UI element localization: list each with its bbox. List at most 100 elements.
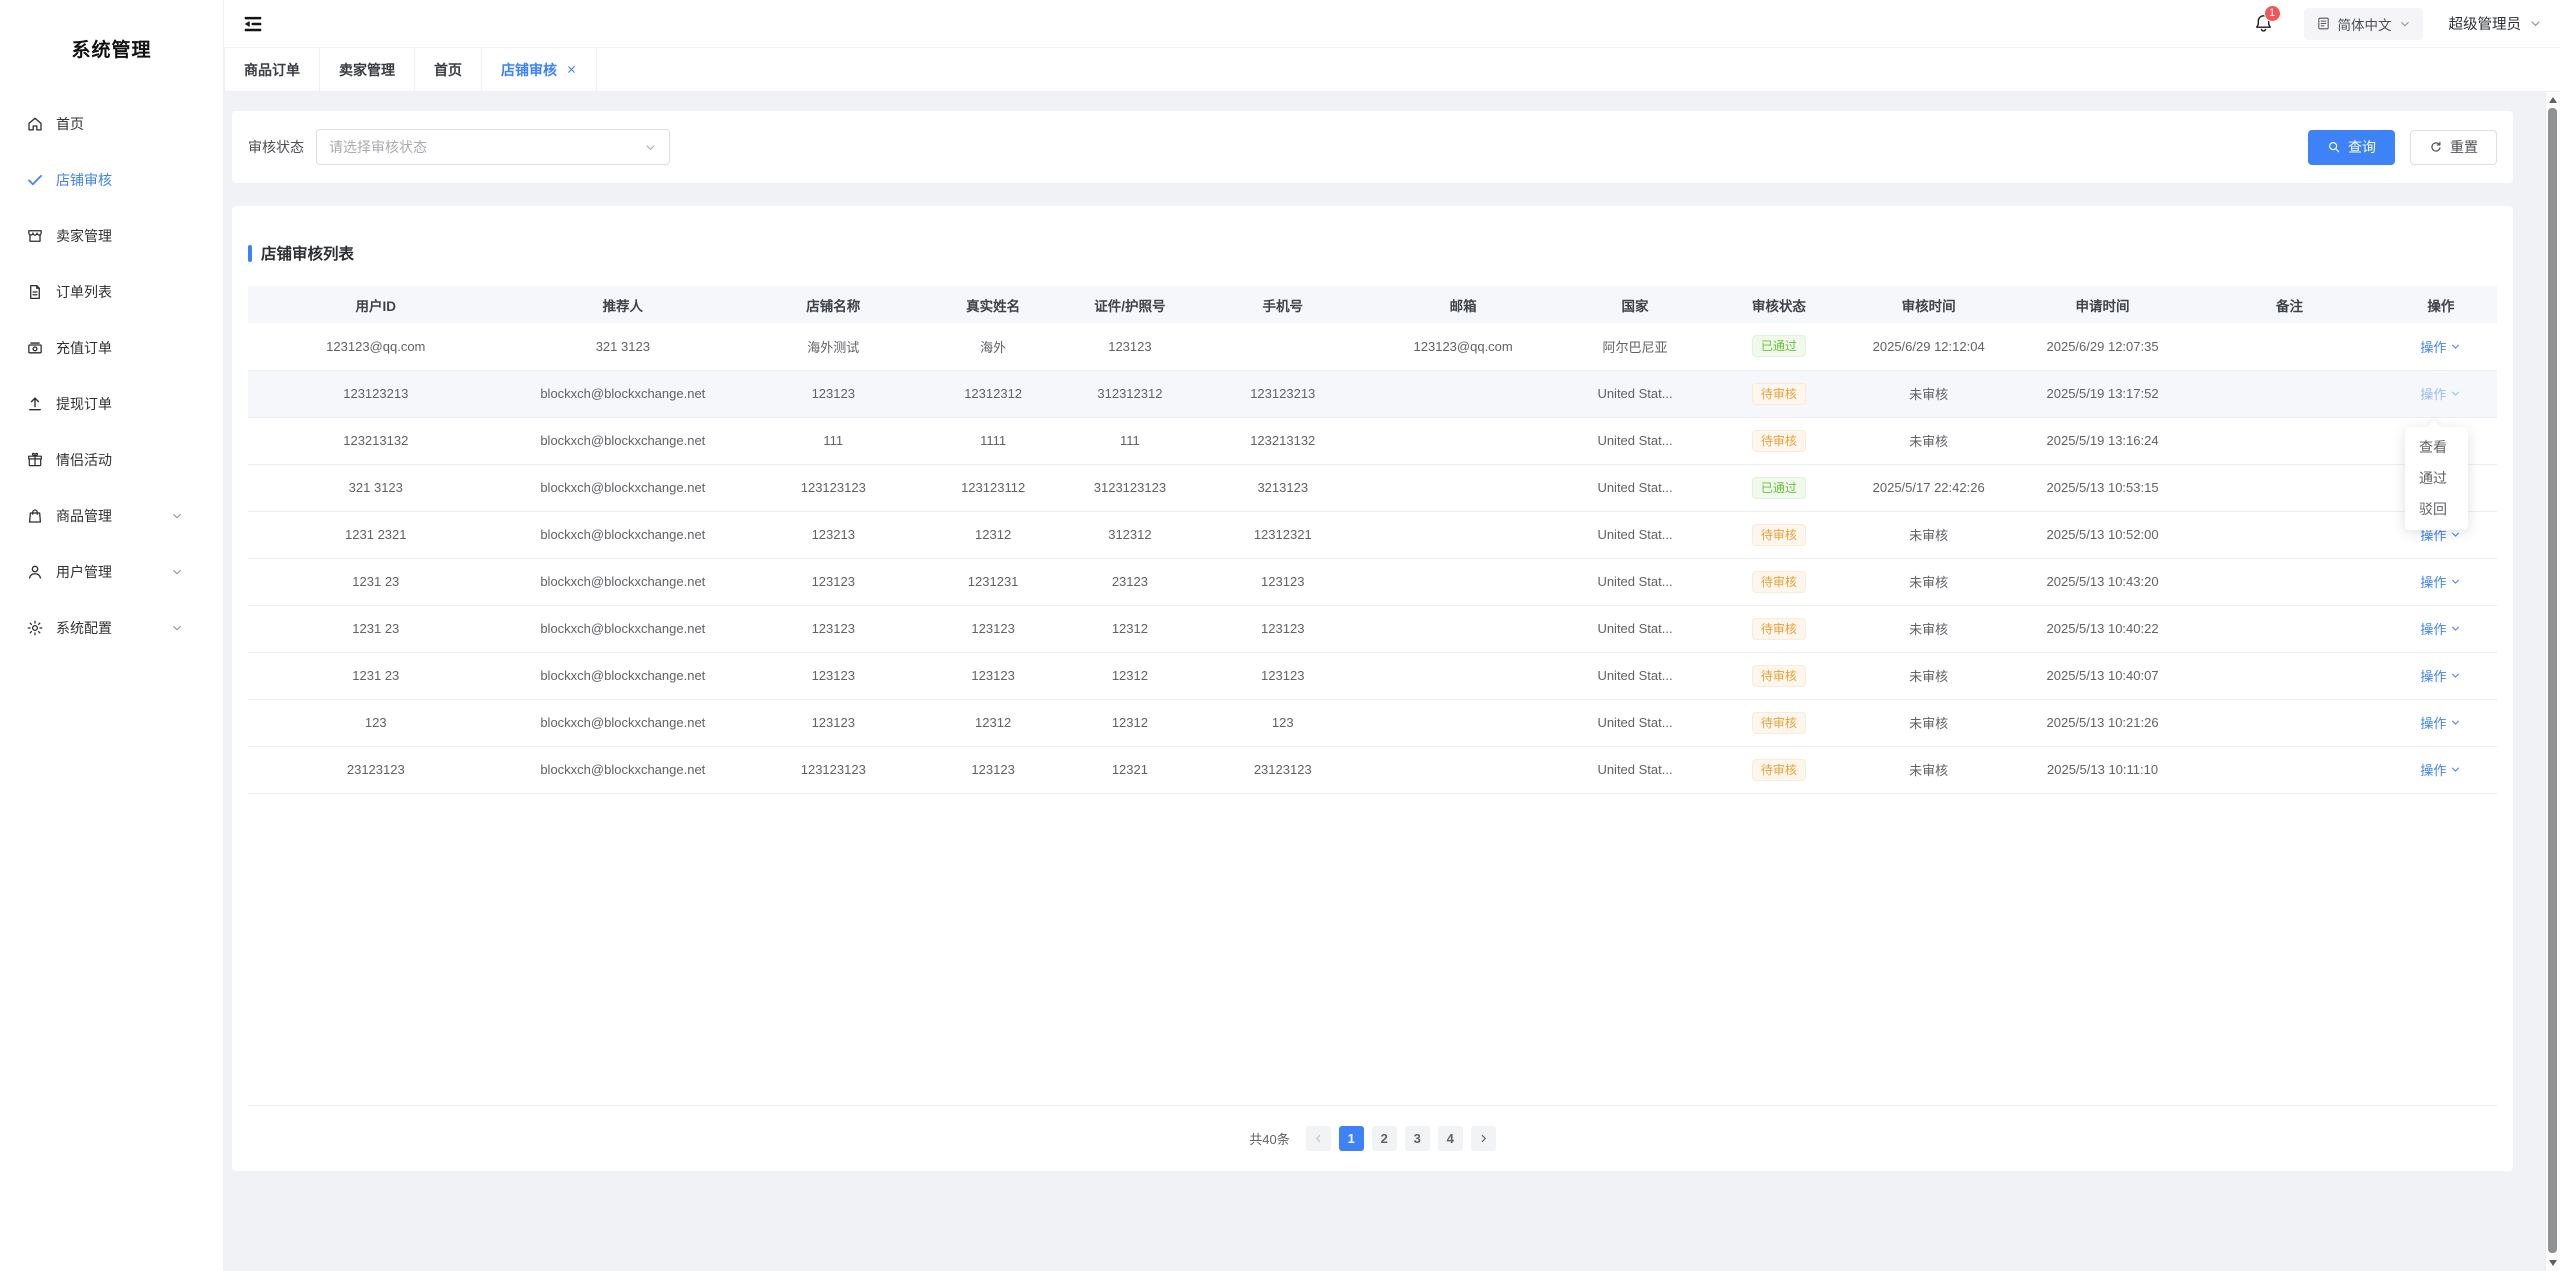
cell-referrer: blockxch@blockxchange.net <box>503 652 743 700</box>
row-action-button[interactable]: 操作 <box>2420 572 2461 591</box>
tab-label: 店铺审核 <box>501 61 557 78</box>
cell-user-id: 123123@qq.com <box>248 323 504 371</box>
sidebar-item-store-audit[interactable]: 店铺审核 <box>0 152 223 208</box>
page-button-1[interactable]: 1 <box>1338 1126 1364 1151</box>
page-button-4[interactable]: 4 <box>1437 1126 1463 1151</box>
cell-user-id: 321 3123 <box>248 464 504 512</box>
cell-audit-time: 2025/5/17 22:42:26 <box>1846 464 2011 512</box>
status-badge: 待审核 <box>1751 617 1806 640</box>
cell-apply-time: 2025/6/29 12:07:35 <box>2010 323 2195 371</box>
sidebar-item-recharge-orders[interactable]: 充值订单 <box>0 320 223 376</box>
column-header: 用户ID <box>248 286 504 323</box>
column-header: 店铺名称 <box>742 286 925 323</box>
cell-real-name: 12312 <box>924 511 1062 559</box>
sidebar-item-seller-management[interactable]: 卖家管理 <box>0 208 223 264</box>
language-selector[interactable]: 简体中文 <box>2303 7 2423 40</box>
reset-button[interactable]: 重置 <box>2410 129 2497 165</box>
cell-audit-status: 已通过 <box>1711 323 1847 371</box>
scrollbar[interactable] <box>2545 92 2560 1271</box>
page-button-2[interactable]: 2 <box>1371 1126 1397 1151</box>
close-icon[interactable] <box>566 64 577 75</box>
row-action-button[interactable]: 操作 <box>2420 384 2461 403</box>
scrollbar-thumb[interactable] <box>2548 108 2557 1253</box>
cell-audit-status: 已通过 <box>1711 464 1847 512</box>
status-badge: 待审核 <box>1751 570 1806 593</box>
table-row: 321 3123 blockxch@blockxchange.net 1231231… <box>248 464 2497 512</box>
cell-store-name: 123123 <box>742 652 925 700</box>
cell-phone: 123213132 <box>1198 417 1368 465</box>
sidebar-item-order-list[interactable]: 订单列表 <box>0 264 223 320</box>
tab-home[interactable]: 首页 <box>415 48 482 91</box>
user-icon <box>26 563 44 581</box>
tab-product-orders[interactable]: 商品订单 <box>224 48 320 91</box>
table-row: 1231 23 blockxch@blockxchange.net 123123 12… <box>248 558 2497 606</box>
cell-email <box>1367 699 1559 747</box>
gear-icon <box>26 619 44 637</box>
status-badge: 待审核 <box>1751 523 1806 546</box>
page-button-3[interactable]: 3 <box>1404 1126 1430 1151</box>
cell-action: 操作 <box>2384 652 2497 700</box>
cell-referrer: blockxch@blockxchange.net <box>503 558 743 606</box>
prev-page-button[interactable] <box>1305 1126 1331 1151</box>
dropdown-item-approve[interactable]: 通过 <box>2419 470 2447 486</box>
row-action-button[interactable]: 操作 <box>2420 666 2461 685</box>
cell-referrer: blockxch@blockxchange.net <box>503 417 743 465</box>
sidebar: 系统管理 首页 店铺审核 卖家管理 订单列表 充值订单 提现订单 情侣活动 商品管理 用户管理系… <box>0 0 224 1271</box>
sidebar-item-product-management[interactable]: 商品管理 <box>0 488 223 544</box>
tab-store-audit[interactable]: 店铺审核 <box>482 48 597 91</box>
cell-audit-time: 未审核 <box>1846 605 2011 653</box>
sidebar-item-couple-activities[interactable]: 情侣活动 <box>0 432 223 488</box>
next-page-button[interactable] <box>1470 1126 1496 1151</box>
row-action-button[interactable]: 操作 <box>2420 337 2461 356</box>
table-title: 店铺审核列表 <box>248 240 2497 266</box>
cell-remark <box>2194 323 2385 371</box>
cell-audit-time: 2025/6/29 12:12:04 <box>1846 323 2011 371</box>
user-menu[interactable]: 超级管理员 <box>2449 13 2543 34</box>
total-count-label: 共40条 <box>1249 1132 1290 1147</box>
language-label: 简体中文 <box>2337 17 2392 33</box>
dropdown-item-view[interactable]: 查看 <box>2419 439 2447 455</box>
table-row: 1231 23 blockxch@blockxchange.net 123123 12… <box>248 605 2497 653</box>
scrollbar-up-arrow[interactable] <box>2549 97 2557 103</box>
cell-country: United Stat... <box>1558 605 1712 653</box>
cell-id-number: 12312 <box>1061 699 1199 747</box>
cell-store-name: 123213 <box>742 511 925 559</box>
sidebar-item-home[interactable]: 首页 <box>0 96 223 152</box>
status-badge: 待审核 <box>1751 711 1806 734</box>
tab-label: 商品订单 <box>244 61 300 78</box>
table-row: 23123123 blockxch@blockxchange.net 1231231… <box>248 746 2497 794</box>
cell-audit-time: 未审核 <box>1846 417 2011 465</box>
chevron-down-icon <box>171 566 183 578</box>
cell-audit-time: 未审核 <box>1846 699 2011 747</box>
sidebar-item-withdrawal-orders[interactable]: 提现订单 <box>0 376 223 432</box>
tab-seller-management[interactable]: 卖家管理 <box>320 48 415 91</box>
cell-id-number: 12312 <box>1061 605 1199 653</box>
sidebar-collapse-button[interactable] <box>238 9 268 39</box>
row-action-button[interactable]: 操作 <box>2420 760 2461 779</box>
cell-phone: 123123 <box>1198 558 1368 606</box>
cell-phone: 3213123 <box>1198 464 1368 512</box>
audit-status-select[interactable]: 请选择审核状态 <box>316 129 670 165</box>
notification-count-badge: 1 <box>2263 4 2281 22</box>
sidebar-item-label: 店铺审核 <box>56 172 112 188</box>
row-action-button[interactable]: 操作 <box>2420 713 2461 732</box>
status-badge: 待审核 <box>1751 429 1806 452</box>
topbar: 1 简体中文 超级管理员 <box>224 0 2560 48</box>
sidebar-item-system-config[interactable]: 系统配置 <box>0 600 223 656</box>
table-row: 123123@qq.com 321 3123 海外测试 海外 123123 123123@… <box>248 323 2497 371</box>
sidebar-item-user-management[interactable]: 用户管理 <box>0 544 223 600</box>
cell-phone: 123 <box>1198 699 1368 747</box>
cell-user-id: 1231 2321 <box>248 511 504 559</box>
notifications-button[interactable]: 1 <box>2250 4 2281 38</box>
chevron-down-icon <box>646 144 655 150</box>
chevron-down-icon <box>171 622 183 634</box>
cell-apply-time: 2025/5/13 10:40:07 <box>2010 652 2195 700</box>
row-action-button[interactable]: 操作 <box>2420 619 2461 638</box>
search-button[interactable]: 查询 <box>2308 129 2395 165</box>
scrollbar-down-arrow[interactable] <box>2549 1260 2557 1266</box>
dropdown-item-reject[interactable]: 驳回 <box>2419 501 2447 517</box>
cell-email <box>1367 464 1559 512</box>
cell-audit-time: 未审核 <box>1846 746 2011 794</box>
row-action-button[interactable]: 操作 <box>2420 525 2461 544</box>
